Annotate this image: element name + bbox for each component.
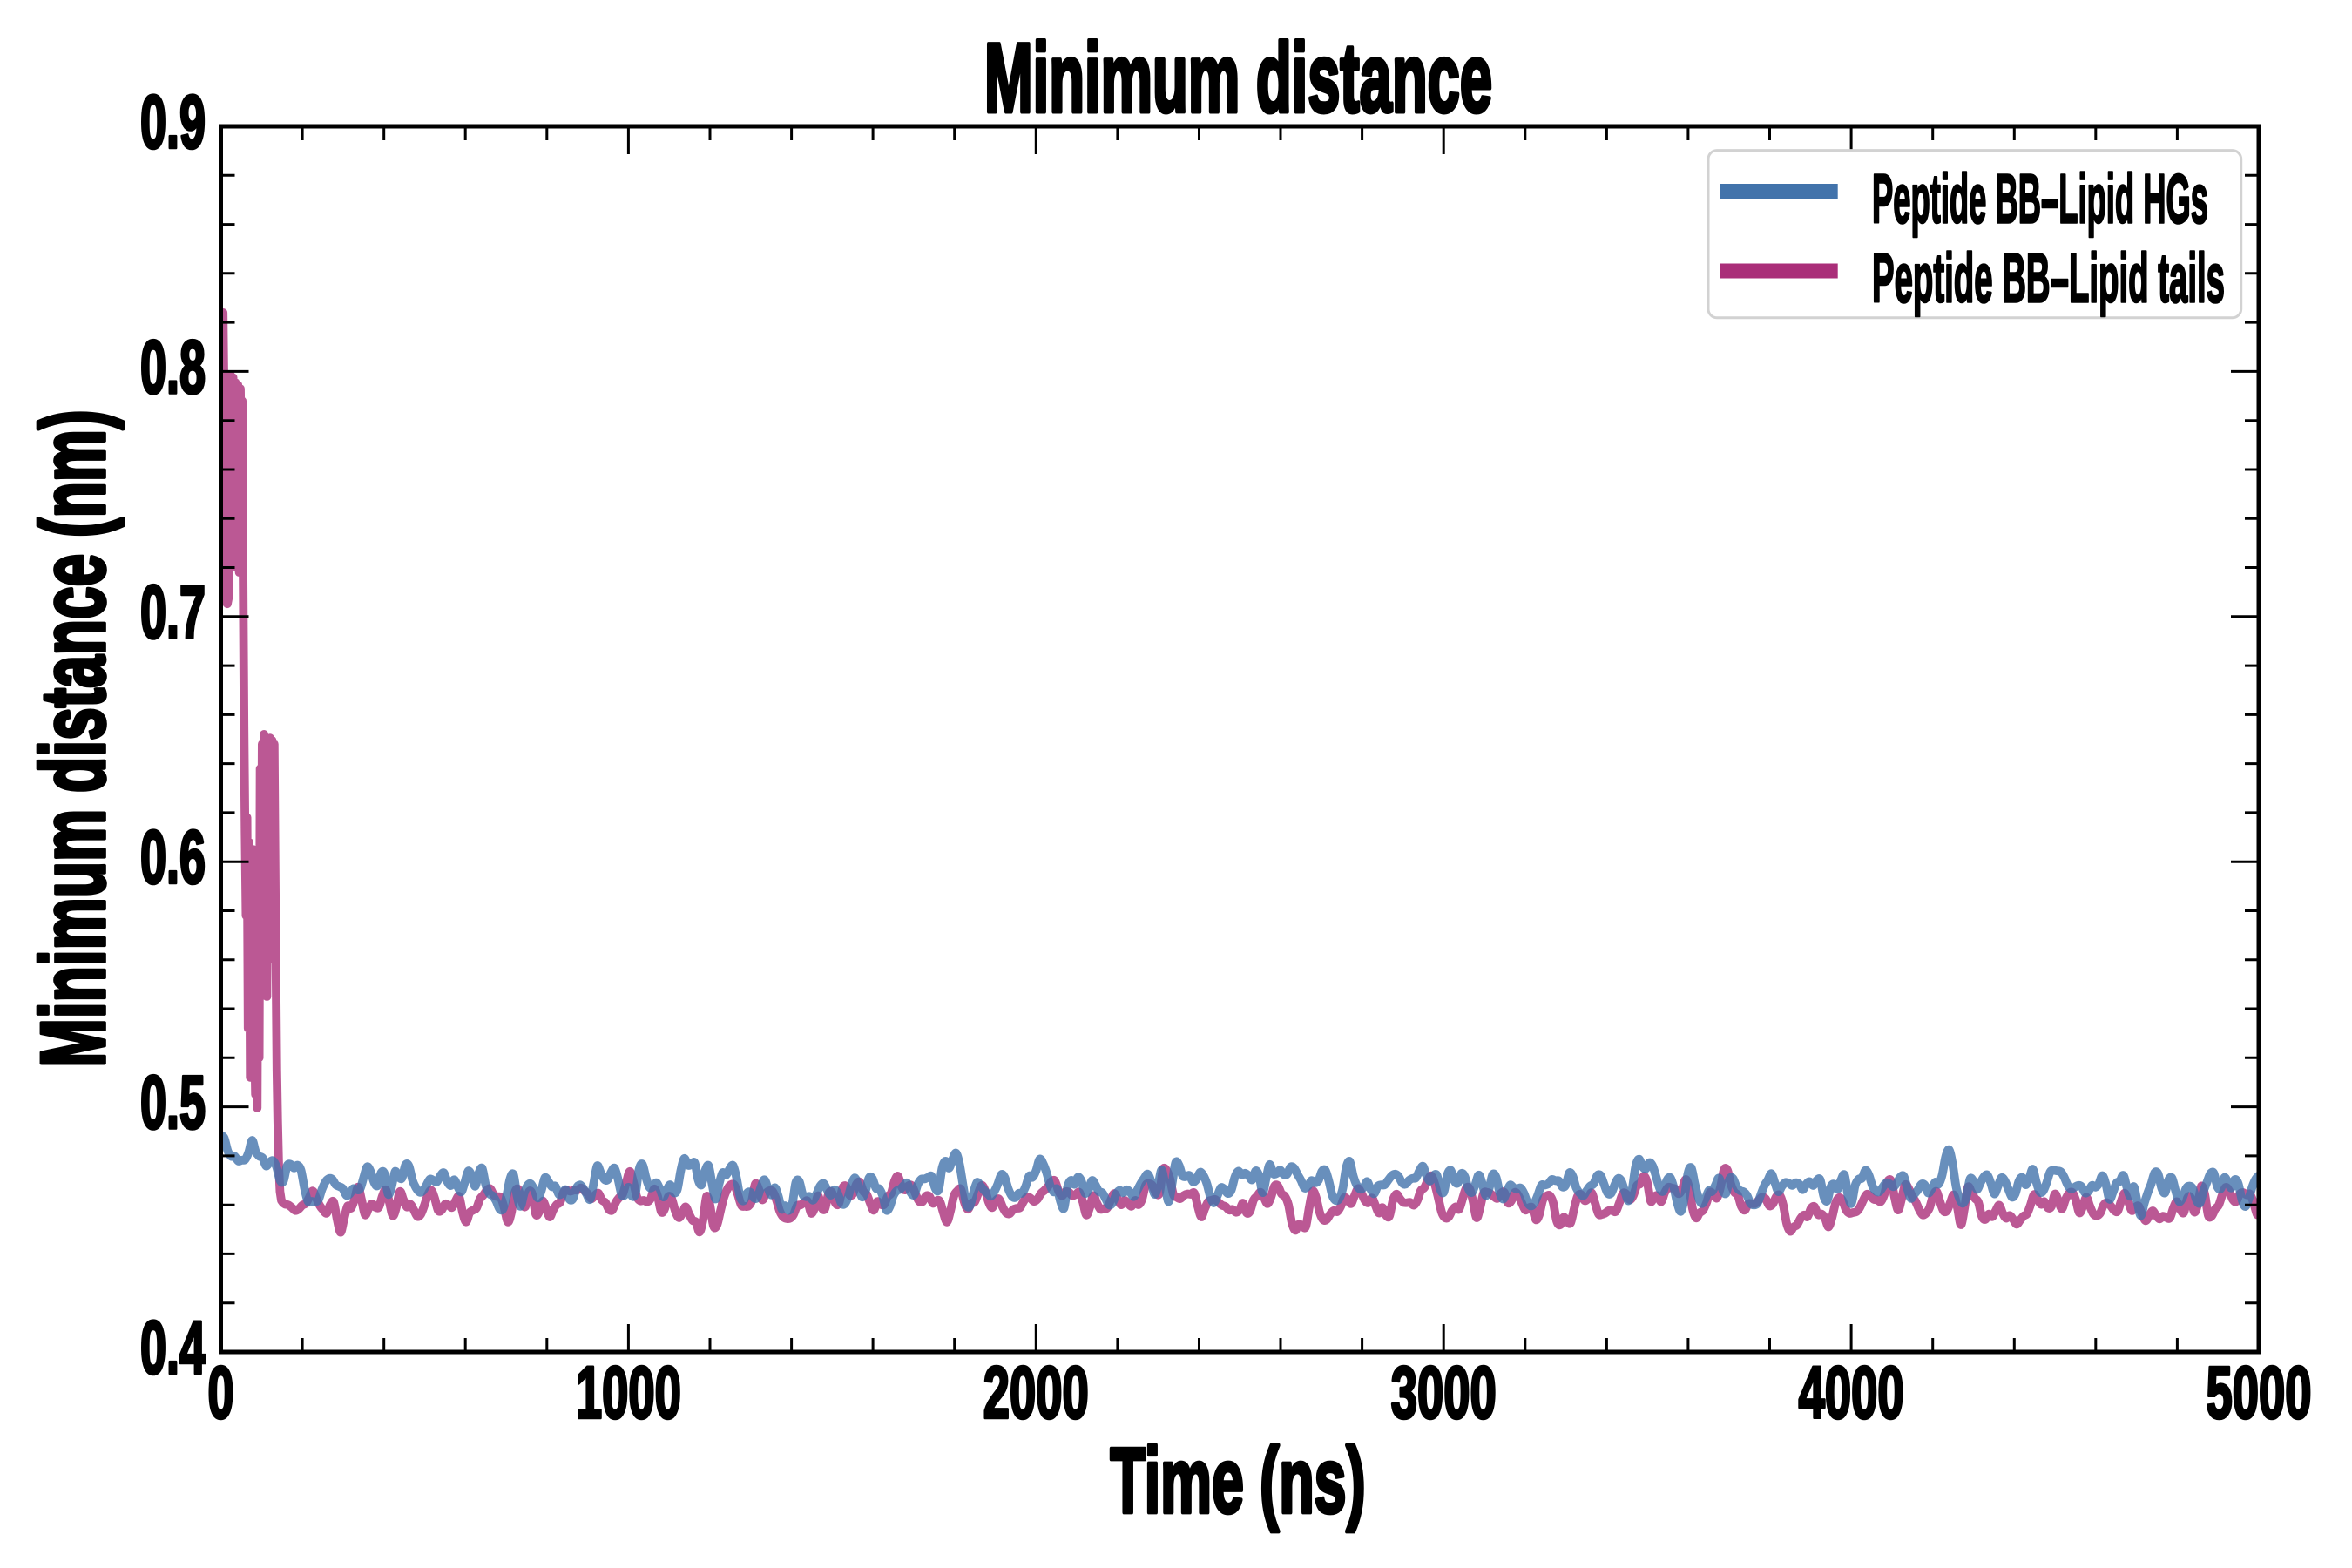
svg-text:0.8: 0.8 — [140, 326, 206, 409]
svg-text:2000: 2000 — [983, 1352, 1089, 1434]
svg-text:Peptide BB–Lipid HGs: Peptide BB–Lipid HGs — [1872, 160, 2208, 238]
svg-text:Time (ns): Time (ns) — [1111, 1429, 1366, 1532]
svg-text:Minimum distance (nm): Minimum distance (nm) — [24, 410, 125, 1068]
svg-text:4000: 4000 — [1799, 1352, 1904, 1434]
svg-text:Peptide BB–Lipid tails: Peptide BB–Lipid tails — [1872, 240, 2225, 317]
svg-text:1000: 1000 — [576, 1352, 681, 1434]
svg-text:0.7: 0.7 — [140, 571, 206, 654]
svg-text:Minimum distance: Minimum distance — [984, 24, 1492, 132]
svg-text:0: 0 — [208, 1352, 234, 1434]
svg-text:5000: 5000 — [2207, 1352, 2312, 1434]
svg-text:0.9: 0.9 — [140, 80, 206, 164]
svg-text:0.6: 0.6 — [140, 816, 206, 900]
svg-text:0.5: 0.5 — [140, 1061, 206, 1145]
svg-text:3000: 3000 — [1391, 1352, 1497, 1434]
svg-text:0.4: 0.4 — [140, 1306, 206, 1389]
